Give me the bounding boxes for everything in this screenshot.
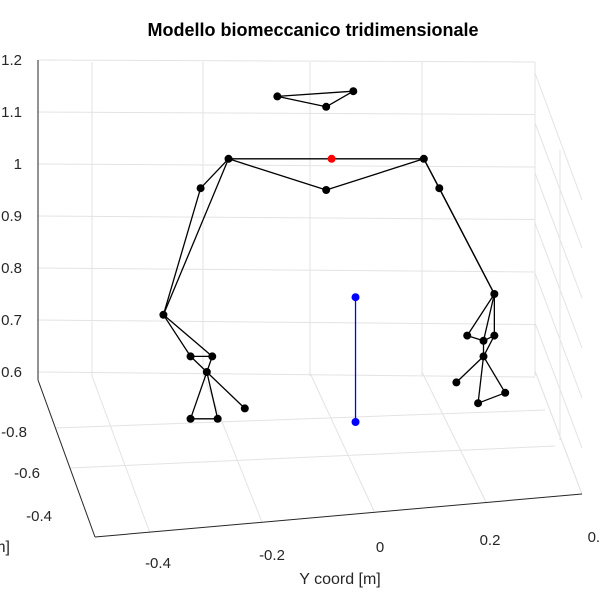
skeleton-marker [186, 352, 195, 361]
grid-line [37, 111, 536, 115]
skeleton-segment [206, 371, 219, 419]
skeleton-marker [186, 414, 195, 423]
z-tick-label: 0.7 [1, 312, 22, 329]
skeleton-marker [322, 186, 331, 194]
tick-labels: -0.4 -0.2 0 0.2 0.4 -0.8 -0.6 -0.4 0.6 0.7 0.8 0.9 1… [1, 52, 600, 572]
skeleton-segment [206, 371, 246, 409]
grid-line [534, 222, 583, 349]
skeleton-markers [159, 87, 510, 426]
grid-line [37, 267, 536, 273]
skeleton-marker [501, 388, 510, 397]
y-tick-label: 0.4 [588, 529, 600, 546]
skeleton-marker [452, 378, 461, 387]
grid-line [534, 272, 583, 399]
z-tick-label: 1.2 [1, 52, 22, 69]
skeleton-marker [196, 184, 205, 193]
skeleton-marker [213, 414, 222, 423]
grid-line [91, 375, 151, 534]
skeleton-marker [419, 154, 428, 163]
grid-line [37, 371, 536, 378]
skeleton-marker [435, 184, 444, 193]
grid-line [37, 319, 536, 325]
skeleton-segment [162, 188, 202, 315]
skeleton-segment [162, 158, 230, 316]
skeleton-segment [482, 356, 506, 394]
z-tick-label: 1.1 [1, 104, 22, 121]
x-tick-label: -0.6 [14, 465, 40, 482]
grid [37, 59, 583, 534]
skeleton-segment [277, 90, 354, 98]
skeleton-marker [273, 92, 282, 101]
y-axis-title: Y coord [m] [299, 571, 381, 588]
support-line-marker [351, 293, 360, 302]
skeleton-segment [477, 392, 506, 404]
center-of-mass-marker [327, 154, 336, 163]
skeleton-segment [163, 314, 213, 357]
skeleton-marker [322, 102, 331, 111]
x-axis-line [37, 379, 96, 538]
skeleton-marker [202, 368, 211, 376]
skeleton-marker [479, 336, 488, 345]
skeleton-marker [490, 331, 499, 340]
skeleton-segment [466, 293, 495, 336]
skeleton-segment [482, 293, 495, 341]
grid-line [534, 172, 583, 299]
skeleton-segment [325, 158, 425, 191]
skeleton-marker [159, 310, 168, 319]
y-axis-line [94, 493, 583, 538]
skeleton-segment [189, 371, 208, 420]
skeleton-segment [162, 314, 192, 357]
y-tick-label: -0.4 [145, 555, 171, 572]
grid-line [534, 72, 583, 201]
z-tick-label: 1 [14, 156, 22, 173]
skeleton-marker [474, 399, 483, 408]
skeleton-marker [463, 331, 472, 340]
skeleton-marker [240, 404, 249, 413]
y-tick-label: 0.2 [480, 532, 501, 549]
grid-line [37, 59, 536, 63]
grid-line [534, 370, 583, 495]
skeleton-segment [477, 356, 485, 404]
z-tick-label: 0.9 [1, 208, 22, 225]
y-tick-label: 0 [376, 539, 384, 556]
skeleton-marker [479, 352, 488, 361]
grid-line [55, 409, 546, 429]
support-line-marker [351, 418, 360, 426]
skeleton-segment [228, 158, 327, 191]
grid-line [309, 372, 375, 512]
skeleton-segments [162, 90, 506, 422]
z-tick-label: 0.6 [1, 364, 22, 381]
x-tick-label: -0.8 [1, 424, 27, 441]
axes [37, 60, 583, 538]
grid-line [69, 445, 556, 469]
grid-line [37, 163, 536, 168]
grid-line [37, 215, 536, 220]
grid-line [421, 371, 487, 503]
skeleton-segment [325, 90, 354, 108]
skeleton-segment [423, 158, 495, 295]
skeleton-segment [455, 355, 484, 383]
x-axis-title: X coord [m] [0, 539, 10, 556]
z-tick-label: 0.8 [1, 260, 22, 277]
skeleton-marker [208, 352, 217, 361]
skeleton-marker [349, 87, 358, 96]
y-tick-label: -0.2 [259, 547, 285, 564]
grid-line [534, 122, 583, 249]
x-tick-label: -0.4 [26, 508, 52, 525]
grid-line [534, 322, 583, 449]
skeleton-marker [490, 290, 499, 298]
skeleton-marker [224, 154, 233, 163]
skeleton-segment [200, 158, 229, 189]
skeleton-segment [277, 95, 327, 108]
chart-title: Modello biomeccanico tridimensionale [147, 20, 478, 40]
